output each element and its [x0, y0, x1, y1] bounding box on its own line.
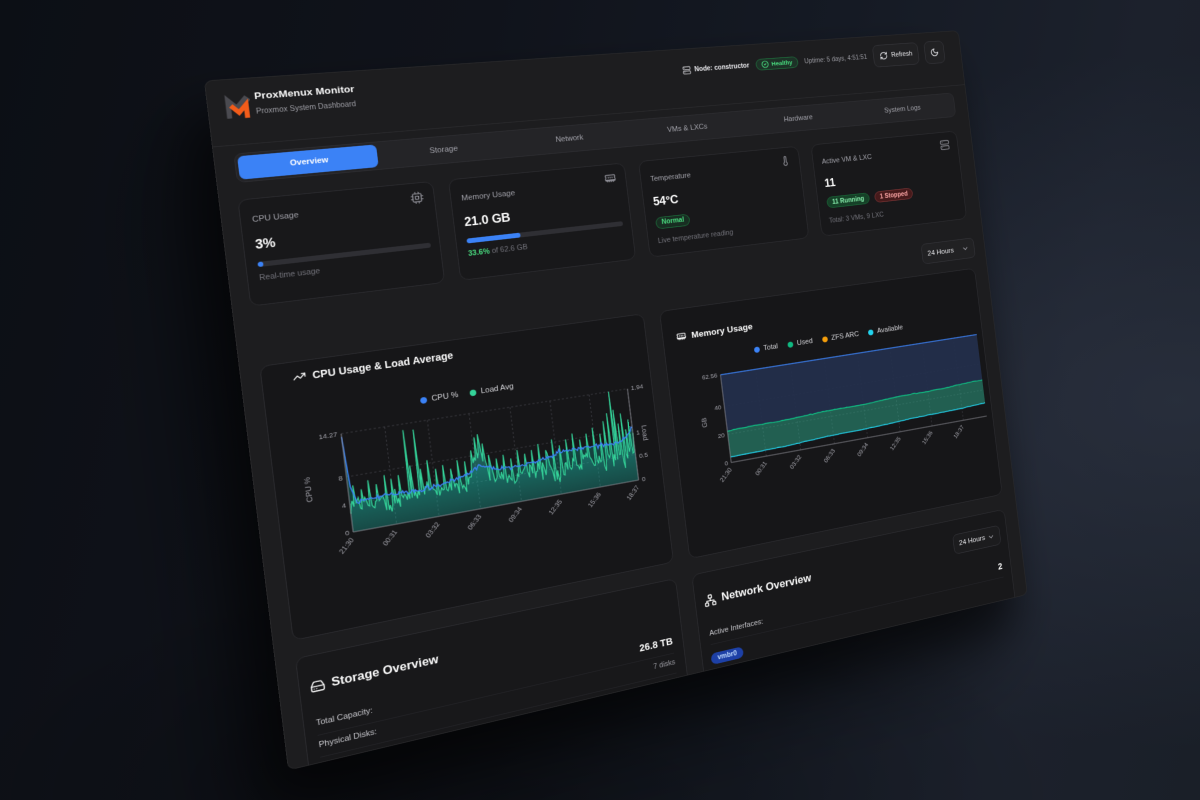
svg-text:21:30: 21:30 [718, 466, 733, 483]
svg-text:20: 20 [717, 432, 725, 440]
svg-text:CPU %: CPU % [302, 476, 315, 503]
svg-text:0: 0 [642, 475, 646, 483]
svg-text:0.5: 0.5 [639, 451, 649, 460]
svg-text:00:31: 00:31 [381, 528, 399, 547]
svg-text:8: 8 [338, 474, 343, 483]
svg-text:GB: GB [700, 417, 709, 429]
svg-text:00:31: 00:31 [754, 460, 769, 477]
svg-text:62.56: 62.56 [702, 372, 718, 382]
svg-text:1: 1 [636, 428, 640, 436]
svg-text:Load: Load [640, 424, 650, 441]
svg-text:18:37: 18:37 [952, 424, 965, 440]
svg-text:06:33: 06:33 [822, 447, 836, 464]
svg-text:14.27: 14.27 [318, 431, 338, 442]
svg-text:15:36: 15:36 [921, 430, 934, 446]
svg-text:09:34: 09:34 [507, 505, 524, 524]
svg-text:21:30: 21:30 [337, 536, 355, 555]
svg-text:03:32: 03:32 [788, 454, 802, 471]
svg-text:12:35: 12:35 [888, 435, 902, 451]
svg-text:12:35: 12:35 [547, 498, 564, 516]
svg-text:0: 0 [345, 529, 350, 538]
svg-text:06:33: 06:33 [466, 513, 483, 531]
svg-text:0: 0 [724, 460, 728, 468]
svg-text:1.94: 1.94 [630, 383, 644, 392]
svg-text:4: 4 [341, 501, 347, 510]
svg-text:03:32: 03:32 [424, 521, 442, 540]
svg-text:15:36: 15:36 [586, 491, 602, 509]
svg-text:09:34: 09:34 [856, 441, 870, 458]
svg-text:18:37: 18:37 [625, 484, 641, 502]
svg-text:40: 40 [714, 404, 722, 412]
